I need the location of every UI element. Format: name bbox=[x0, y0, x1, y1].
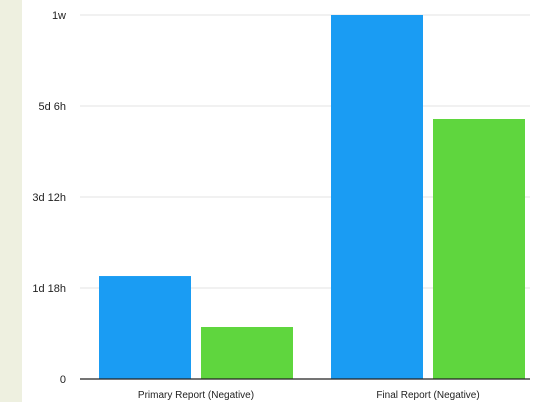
bar bbox=[201, 327, 293, 379]
y-tick-label: 1d 18h bbox=[32, 283, 66, 295]
y-tick-label: 0 bbox=[60, 374, 66, 386]
bar bbox=[331, 15, 423, 379]
y-tick-label: 5d 6h bbox=[38, 101, 66, 113]
bar bbox=[433, 119, 525, 379]
x-category-label: Primary Report (Negative) bbox=[138, 390, 254, 401]
y-tick-label: 1w bbox=[52, 10, 66, 22]
y-tick-label: 3d 12h bbox=[32, 192, 66, 204]
bar bbox=[99, 276, 191, 379]
x-category-label: Final Report (Negative) bbox=[376, 390, 479, 401]
